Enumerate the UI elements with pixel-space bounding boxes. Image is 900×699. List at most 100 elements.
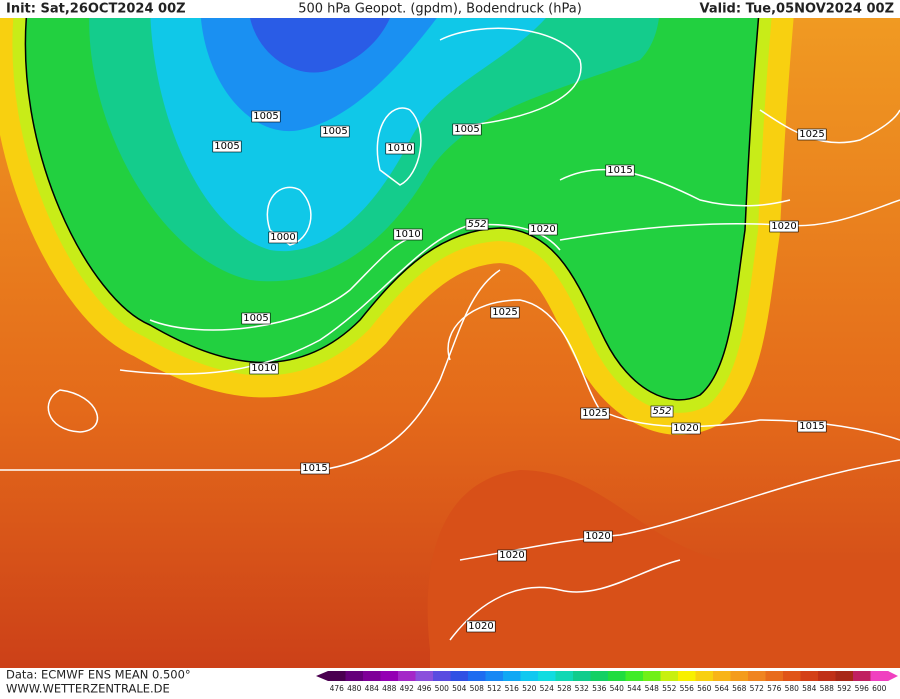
isobar-line: [759, 109, 900, 144]
label-box: [452, 123, 482, 136]
colorbar-swatch: [345, 671, 364, 681]
colorbar-label: 508: [470, 684, 485, 693]
isobar-line: [376, 107, 422, 186]
label-box: [268, 231, 298, 244]
label-box: [465, 218, 489, 231]
colorbar-swatch: [625, 671, 644, 681]
colorbar-label: 548: [645, 684, 660, 693]
colorbar-label: 564: [715, 684, 730, 693]
colorbar-swatch: [538, 671, 556, 681]
map: 1005 1005 1005 1005 1010 1000 1010 1020 …: [0, 18, 900, 668]
colorbar-swatch: [835, 671, 854, 681]
colorbar-label: 592: [837, 684, 852, 693]
colorbar-swatch: [468, 671, 486, 681]
colorbar-label: 484: [365, 684, 380, 693]
label-box: [797, 128, 827, 141]
contour-label: 552: [652, 406, 671, 417]
colorbar-swatch: [800, 671, 819, 681]
isobar-label: 1010: [395, 229, 420, 240]
isobar-label: 1025: [492, 307, 517, 318]
colorbar-label: 528: [557, 684, 572, 693]
colorbar-label: 524: [540, 684, 555, 693]
isobar-line: [149, 234, 421, 331]
colorbar-swatch: [870, 671, 889, 681]
label-box: [797, 420, 827, 433]
label-box: [650, 405, 674, 418]
colorbar-swatch: [433, 671, 451, 681]
isobar-label: 1015: [607, 165, 632, 176]
label-box: [605, 164, 635, 177]
label-box: [490, 306, 520, 319]
isobar-label: 1020: [468, 621, 493, 632]
colorbar-label: 596: [855, 684, 870, 693]
colorbar-label: 536: [592, 684, 607, 693]
colorbar-label: 520: [522, 684, 537, 693]
isobar-label: 1015: [302, 463, 327, 474]
colorbar-label: 540: [610, 684, 625, 693]
label-box: [320, 125, 350, 138]
colorbar-swatch: [485, 671, 504, 681]
colorbar-swatch: [713, 671, 731, 681]
label-box: [583, 530, 613, 543]
isobar-label: 1005: [322, 126, 347, 137]
isobar-label: 1010: [251, 363, 276, 374]
colorbar-label: 580: [785, 684, 800, 693]
colorbar-label: 516: [505, 684, 520, 693]
isobar-label: 1015: [799, 421, 824, 432]
colorbar-swatch: [520, 671, 539, 681]
colorbar-swatch: [660, 671, 679, 681]
colorbar-swatch: [380, 671, 399, 681]
isobar-label: 1000: [270, 232, 295, 243]
colorbar-label: 588: [820, 684, 835, 693]
isobar-label: 1020: [499, 550, 524, 561]
isobar-label: 1005: [243, 313, 268, 324]
colorbar-label: 560: [697, 684, 712, 693]
colorbar-label: 544: [627, 684, 642, 693]
deep-blue-region: [250, 18, 390, 73]
isobar-label: 1020: [530, 224, 555, 235]
colorbar-label: 552: [662, 684, 677, 693]
colorbar-swatch: [695, 671, 714, 681]
colorbar-swatch: [643, 671, 661, 681]
colorbar-swatch: [678, 671, 696, 681]
label-box: [466, 620, 496, 633]
colorbar: 476 480 484 488 492 496 500 504 508 512 516 520 524 5…: [316, 671, 898, 693]
label-box: [385, 142, 415, 155]
isobar-label: 1005: [214, 141, 239, 152]
init-time: Init: Sat,26OCT2024 00Z: [6, 2, 186, 17]
isobar-label: 1020: [673, 423, 698, 434]
colorbar-swatch: [555, 671, 574, 681]
isobar-line: [439, 27, 582, 126]
isobar-label: 1005: [253, 111, 278, 122]
colorbar-swatch: [730, 671, 749, 681]
label-box: [249, 362, 279, 375]
valid-time: Valid: Tue,05NOV2024 00Z: [700, 2, 894, 17]
label-box: [241, 312, 271, 325]
isobar-line: [459, 459, 900, 561]
colorbar-swatch: [363, 671, 381, 681]
label-box: [212, 140, 242, 153]
label-box: [769, 220, 799, 233]
label-box: [528, 223, 558, 236]
isobar-label: 1020: [585, 531, 610, 542]
colorbar-swatch: [503, 671, 521, 681]
colorbar-arrow: [316, 671, 328, 681]
colorbar-swatch: [783, 671, 801, 681]
isobar-label: 1010: [387, 143, 412, 154]
colorbar-label: 600: [872, 684, 887, 693]
colorbar-swatch: [398, 671, 416, 681]
isobar-line: [0, 269, 501, 471]
isobar-line: [559, 168, 791, 207]
colorbar-swatch: [415, 671, 434, 681]
colorbar-label: 488: [382, 684, 397, 693]
map-title: 500 hPa Geopot. (gpdm), Bodendruck (hPa): [298, 2, 582, 17]
isobar-line: [119, 223, 561, 375]
blue-region: [200, 18, 437, 132]
colorbar-label: 572: [750, 684, 765, 693]
data-source: Data: ECMWF ENS MEAN 0.500°: [6, 668, 191, 682]
colorbar-swatch: [608, 671, 626, 681]
colorbar-arrow: [888, 671, 898, 681]
colorbar-swatch: [765, 671, 784, 681]
label-box: [580, 407, 610, 420]
